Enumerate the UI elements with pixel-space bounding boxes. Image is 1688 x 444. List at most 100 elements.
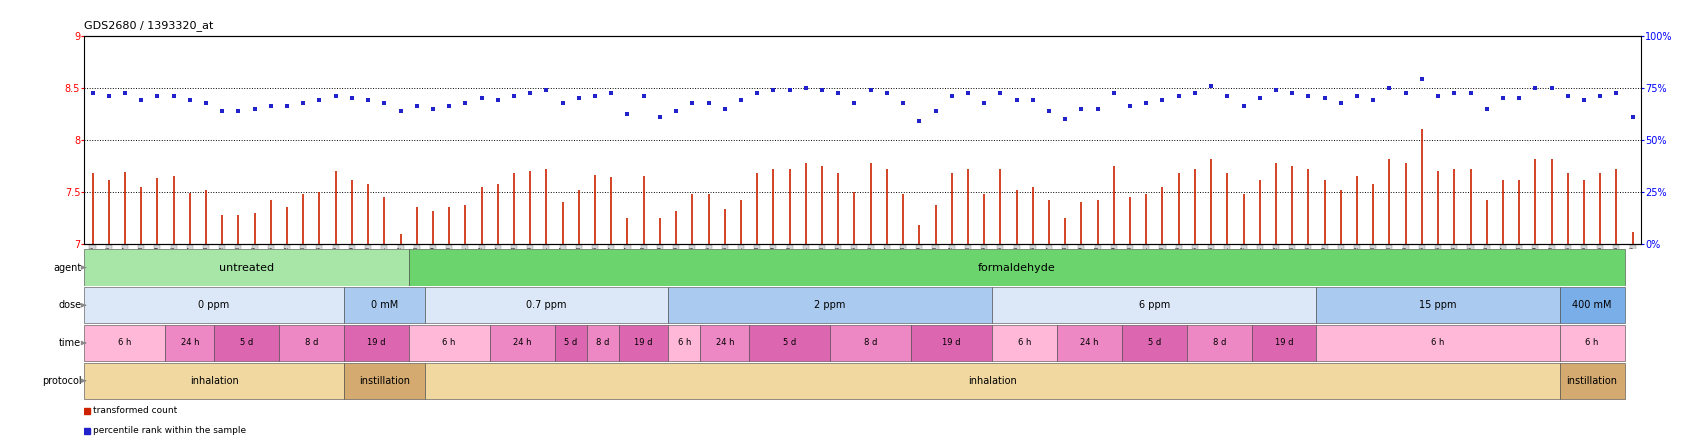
- Text: 5 d: 5 d: [783, 338, 797, 348]
- Point: [565, 95, 592, 102]
- Bar: [344, 325, 408, 361]
- Point: [841, 100, 868, 107]
- Bar: [84, 325, 165, 361]
- Text: 5 d: 5 d: [1148, 338, 1161, 348]
- Point: [160, 92, 187, 99]
- Point: [630, 92, 657, 99]
- Point: [1263, 86, 1290, 93]
- Point: [663, 107, 690, 114]
- Point: [792, 84, 819, 91]
- Bar: [1123, 325, 1187, 361]
- Point: [1214, 92, 1241, 99]
- Point: [598, 89, 625, 96]
- Point: [679, 100, 706, 107]
- Bar: [701, 325, 749, 361]
- Text: formaldehyde: formaldehyde: [977, 262, 1055, 273]
- Text: untreated: untreated: [219, 262, 273, 273]
- Text: 19 d: 19 d: [942, 338, 960, 348]
- Point: [1165, 92, 1192, 99]
- Bar: [1187, 325, 1252, 361]
- Point: [1344, 92, 1371, 99]
- Bar: [668, 325, 701, 361]
- Point: [1587, 92, 1614, 99]
- Point: [1361, 97, 1388, 104]
- Point: [873, 89, 900, 96]
- Point: [533, 86, 560, 93]
- Point: [1116, 103, 1143, 110]
- Point: [1035, 107, 1062, 114]
- Point: [1393, 89, 1420, 96]
- Bar: [408, 250, 1624, 285]
- Point: [241, 105, 268, 112]
- Point: [322, 92, 349, 99]
- Point: [338, 95, 365, 102]
- Point: [1604, 89, 1631, 96]
- Point: [906, 118, 933, 125]
- Point: [387, 107, 414, 114]
- Text: GDS2680 / 1393320_at: GDS2680 / 1393320_at: [84, 20, 214, 31]
- Bar: [1560, 287, 1624, 323]
- Text: 5 d: 5 d: [240, 338, 253, 348]
- Point: [1133, 100, 1160, 107]
- Bar: [425, 363, 1560, 399]
- Text: 19 d: 19 d: [1274, 338, 1293, 348]
- Point: [354, 97, 381, 104]
- Bar: [344, 287, 425, 323]
- Text: 400 mM: 400 mM: [1572, 300, 1612, 310]
- Point: [371, 100, 398, 107]
- Text: percentile rank within the sample: percentile rank within the sample: [93, 426, 246, 435]
- Text: 5 d: 5 d: [564, 338, 577, 348]
- Bar: [1560, 363, 1624, 399]
- Text: 8 d: 8 d: [1212, 338, 1225, 348]
- Point: [484, 97, 511, 104]
- Bar: [84, 250, 408, 285]
- Point: [1506, 95, 1533, 102]
- Point: [1295, 92, 1322, 99]
- Point: [1101, 89, 1128, 96]
- Bar: [214, 325, 279, 361]
- Point: [1489, 95, 1516, 102]
- Bar: [279, 325, 344, 361]
- Point: [1182, 89, 1209, 96]
- Text: 24 h: 24 h: [1080, 338, 1099, 348]
- Point: [549, 100, 576, 107]
- Bar: [749, 325, 830, 361]
- Point: [890, 100, 917, 107]
- Text: 15 ppm: 15 ppm: [1420, 300, 1457, 310]
- Text: 24 h: 24 h: [716, 338, 734, 348]
- Text: 24 h: 24 h: [181, 338, 199, 348]
- Point: [1474, 105, 1501, 112]
- Bar: [165, 325, 214, 361]
- Text: inhalation: inhalation: [967, 376, 1016, 386]
- Bar: [1317, 325, 1560, 361]
- Point: [760, 86, 787, 93]
- Point: [1523, 84, 1550, 91]
- Point: [922, 107, 949, 114]
- Text: 6 h: 6 h: [1585, 338, 1599, 348]
- Bar: [425, 287, 668, 323]
- Point: [209, 107, 236, 114]
- Bar: [1560, 325, 1624, 361]
- Point: [1246, 95, 1273, 102]
- Bar: [830, 325, 912, 361]
- Text: time: time: [59, 338, 81, 348]
- Point: [403, 103, 430, 110]
- Text: 6 h: 6 h: [442, 338, 456, 348]
- Point: [128, 97, 155, 104]
- Text: 6 h: 6 h: [1431, 338, 1445, 348]
- Point: [776, 86, 803, 93]
- Point: [987, 89, 1014, 96]
- Point: [436, 103, 463, 110]
- Bar: [912, 325, 993, 361]
- Point: [273, 103, 300, 110]
- Text: transformed count: transformed count: [93, 406, 177, 415]
- Point: [95, 92, 122, 99]
- Point: [419, 105, 446, 112]
- Point: [1442, 89, 1469, 96]
- Point: [176, 97, 203, 104]
- Bar: [1251, 325, 1317, 361]
- Text: 6 h: 6 h: [677, 338, 690, 348]
- Point: [971, 100, 998, 107]
- Point: [1231, 103, 1258, 110]
- Point: [1376, 84, 1403, 91]
